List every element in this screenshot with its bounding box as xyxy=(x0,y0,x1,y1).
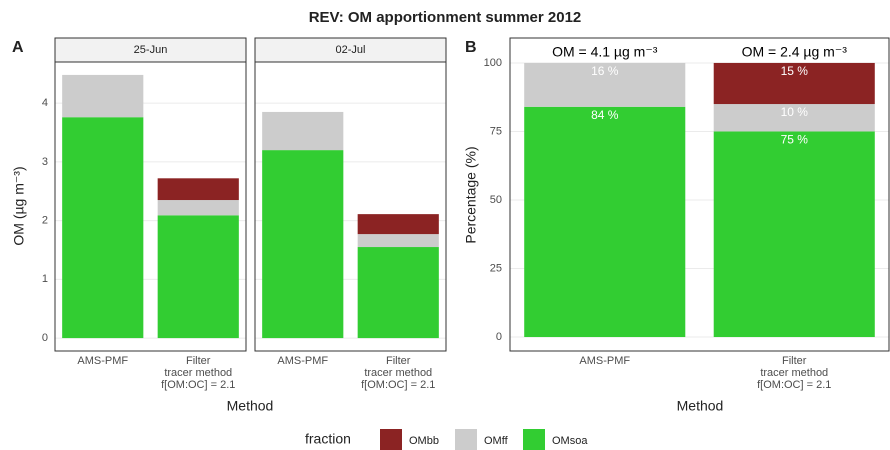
value-label: 16 % xyxy=(591,64,619,78)
value-label: 15 % xyxy=(781,64,809,78)
bar-segment xyxy=(262,150,344,339)
bar-segment xyxy=(262,111,344,151)
x-tick-label: Filter tracer method f[OM:OC] = 2.1 xyxy=(757,355,831,391)
x-tick-label: Filter tracer method f[OM:OC] = 2.1 xyxy=(361,355,435,391)
y-tick-label: 3 xyxy=(42,156,48,168)
x-tick-label: AMS-PMF xyxy=(277,355,328,367)
bar-segment xyxy=(157,215,239,339)
value-label: 10 % xyxy=(781,105,809,119)
y-tick-label: 2 xyxy=(42,215,48,227)
y-tick-label: 75 xyxy=(490,125,502,137)
panel-border xyxy=(509,37,890,352)
annotation: OM = 2.4 µg m⁻³ xyxy=(742,44,848,60)
bar-segment xyxy=(713,62,875,105)
y-tick-label: 25 xyxy=(490,262,502,274)
bar-segment xyxy=(357,234,439,248)
x-tick-label: AMS-PMF xyxy=(579,355,630,367)
y-tick-label: 0 xyxy=(496,331,502,343)
facet-strip xyxy=(54,37,247,63)
bar-segment xyxy=(713,104,875,132)
panel-border xyxy=(254,61,447,352)
panel-border xyxy=(54,61,247,352)
bar-segment xyxy=(357,214,439,235)
annotation: OM = 4.1 µg m⁻³ xyxy=(552,44,658,60)
legend-key xyxy=(455,429,477,450)
y-tick-label: 4 xyxy=(42,97,48,109)
legend-label: OMbb xyxy=(409,435,439,447)
x-tick-label: AMS-PMF xyxy=(77,355,128,367)
x-tick-label: Filter tracer method f[OM:OC] = 2.1 xyxy=(161,355,235,391)
y-axis-title: Percentage (%) xyxy=(463,146,479,243)
legend-label: OMff xyxy=(484,435,509,447)
facet-label: 02-Jul xyxy=(336,44,366,56)
legend-key xyxy=(380,429,402,450)
y-tick-label: 1 xyxy=(42,273,48,285)
y-axis-title: OM (µg m⁻³) xyxy=(11,166,27,245)
value-label: 75 % xyxy=(781,133,809,147)
chart-title: REV: OM apportionment summer 2012 xyxy=(309,9,582,26)
bar-segment xyxy=(157,178,239,201)
x-axis-title: Method xyxy=(227,398,274,414)
facet-label: 25-Jun xyxy=(134,44,168,56)
bar-segment xyxy=(62,117,144,339)
bar-segment xyxy=(524,62,686,107)
y-tick-label: 50 xyxy=(490,194,502,206)
y-tick-label: 100 xyxy=(484,57,502,69)
panel-label: B xyxy=(465,39,477,56)
legend-label: OMsoa xyxy=(552,435,588,447)
bar-segment xyxy=(62,74,144,118)
panel-label: A xyxy=(12,39,24,56)
y-tick-label: 0 xyxy=(42,332,48,344)
bar-segment xyxy=(524,106,686,338)
legend-key xyxy=(523,429,545,450)
legend-title: fraction xyxy=(305,431,351,447)
x-axis-title: Method xyxy=(677,398,724,414)
bar-segment xyxy=(357,247,439,339)
bar-segment xyxy=(713,131,875,338)
facet-strip xyxy=(254,37,447,63)
value-label: 84 % xyxy=(591,108,619,122)
bar-segment xyxy=(157,200,239,216)
